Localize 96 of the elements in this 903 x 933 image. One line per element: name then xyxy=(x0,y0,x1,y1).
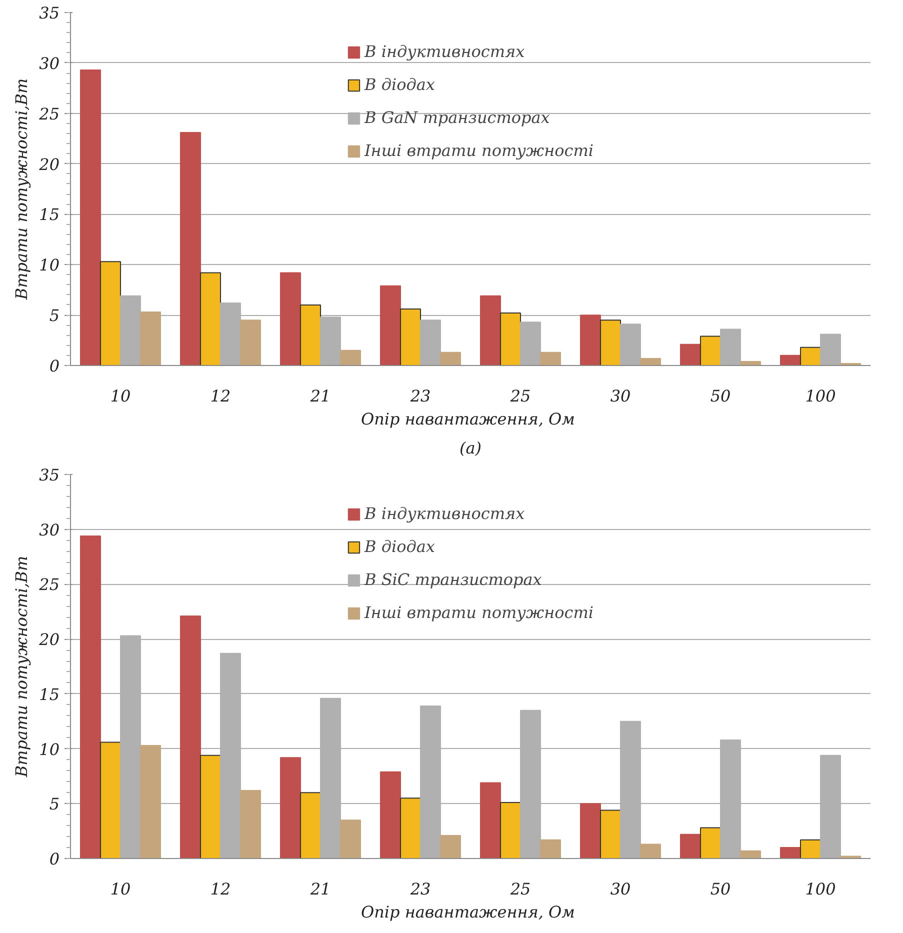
legend-label: В SiC транзисторах xyxy=(364,570,542,589)
bar xyxy=(140,312,161,366)
x-tick-label: 12 xyxy=(210,880,231,898)
bar xyxy=(300,792,321,858)
legend-label: В діодах xyxy=(364,537,435,556)
bar xyxy=(520,322,541,366)
y-tick-label: 10 xyxy=(39,256,60,275)
bar xyxy=(200,272,221,366)
x-tick-label: 25 xyxy=(509,880,531,898)
bar xyxy=(420,320,441,366)
y-axis-title: Втрати потужності,Вт xyxy=(12,78,32,301)
bar xyxy=(340,350,361,366)
bar xyxy=(820,334,841,366)
bar xyxy=(600,320,621,366)
bar xyxy=(700,827,721,858)
text: (a) xyxy=(459,438,482,458)
x-axis-title: Опір навантаження, Ом xyxy=(360,902,575,922)
bar xyxy=(180,132,201,366)
y-axis-title: Втрати потужності,Вт xyxy=(12,556,32,778)
x-tick-label: 100 xyxy=(805,880,836,898)
bar xyxy=(780,354,801,366)
x-tick-label: 10 xyxy=(110,880,131,898)
bar xyxy=(480,782,501,858)
bar xyxy=(640,844,661,858)
y-tick-label: 15 xyxy=(39,684,60,704)
bar xyxy=(580,314,601,366)
bar xyxy=(620,324,641,366)
y-tick-label: 35 xyxy=(39,4,60,22)
x-tick-label: 50 xyxy=(710,386,731,406)
bar xyxy=(400,798,421,858)
x-tick-label: 25 xyxy=(509,386,531,406)
bar xyxy=(180,616,201,858)
bar xyxy=(500,312,521,366)
legend-label: В діодах xyxy=(364,75,435,94)
y-tick-label: 30 xyxy=(39,54,60,73)
bar xyxy=(300,304,321,366)
bar xyxy=(540,352,561,366)
bar xyxy=(740,850,761,858)
bar xyxy=(240,320,261,366)
x-tick-label: 12 xyxy=(210,386,231,406)
bar xyxy=(800,346,821,366)
x-tick-label: 21 xyxy=(309,880,331,898)
bar xyxy=(280,272,301,366)
y-tick-label: 5 xyxy=(49,306,60,326)
x-tick-label: 30 xyxy=(610,880,631,898)
bar xyxy=(800,839,821,858)
bar xyxy=(500,802,521,858)
bar xyxy=(140,744,161,858)
bar xyxy=(280,757,301,858)
bar xyxy=(100,261,121,366)
y-tick-label: 20 xyxy=(38,630,60,650)
bar xyxy=(340,820,361,858)
bar xyxy=(380,771,401,858)
x-tick-label: 10 xyxy=(110,386,131,406)
x-axis-title: Опір навантаження, Ом xyxy=(360,410,575,428)
bar xyxy=(240,790,261,858)
bar xyxy=(720,328,741,366)
x-tick-label: 23 xyxy=(409,386,431,406)
bar xyxy=(80,535,101,858)
bar xyxy=(600,810,621,858)
bar xyxy=(200,754,221,858)
bar xyxy=(640,358,661,366)
bar xyxy=(100,742,121,858)
bar xyxy=(400,308,421,366)
bar xyxy=(120,295,141,366)
legend-label: Інші втрати потужності xyxy=(364,603,594,622)
x-tick-label: 50 xyxy=(710,880,731,898)
legend-label: В індуктивностях xyxy=(364,504,525,523)
legend-label: Інші втрати потужності xyxy=(364,141,594,160)
y-tick-label: 25 xyxy=(38,104,60,124)
legend-label: В GaN транзисторах xyxy=(364,108,550,127)
x-tick-label: 21 xyxy=(309,386,331,406)
bar xyxy=(700,336,721,366)
x-tick-label: 23 xyxy=(409,880,431,898)
y-tick-label: 15 xyxy=(39,205,60,224)
bar xyxy=(80,69,101,366)
bar xyxy=(540,839,561,858)
bar xyxy=(440,834,461,858)
y-tick-label: 5 xyxy=(49,794,60,814)
y-tick-label: 25 xyxy=(38,575,60,594)
x-tick-label: 100 xyxy=(805,386,836,406)
y-tick-label: 0 xyxy=(49,850,60,868)
y-tick-label: 30 xyxy=(39,520,60,540)
bar xyxy=(480,295,501,366)
y-tick-label: 0 xyxy=(49,356,60,376)
bar xyxy=(680,344,701,366)
bar xyxy=(580,803,601,858)
bar xyxy=(780,847,801,858)
legend-label: В індуктивностях xyxy=(364,42,525,61)
bar xyxy=(680,834,701,858)
y-tick-label: 10 xyxy=(39,740,60,759)
x-tick-label: 30 xyxy=(610,386,631,406)
y-tick-label: 20 xyxy=(38,154,60,174)
bar xyxy=(440,352,461,366)
y-tick-label: 35 xyxy=(39,466,60,484)
bar xyxy=(380,285,401,366)
